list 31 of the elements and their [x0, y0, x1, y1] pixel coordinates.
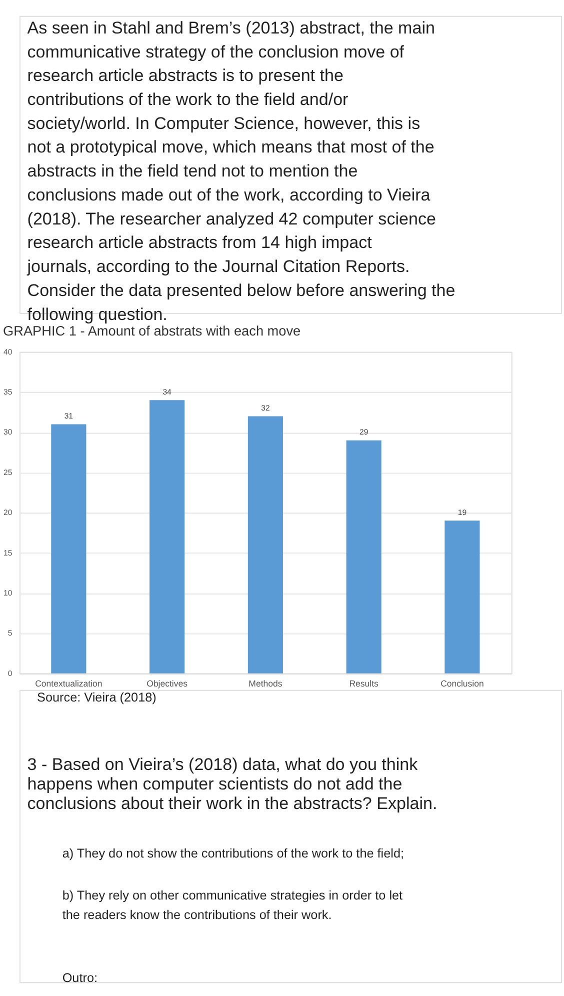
data-label: 29 [359, 427, 368, 436]
source-note: Source: Vieira (2018) [37, 690, 156, 705]
y-tick-label: 40 [4, 347, 13, 356]
bar [444, 520, 480, 674]
data-label: 31 [64, 411, 73, 420]
y-tick-label: 35 [4, 388, 12, 397]
text: b) They rely on other communicative strategies in order to let the readers know the contributions of their work. [62, 888, 404, 922]
data-label: 32 [261, 403, 270, 412]
y-tick-label: 25 [4, 468, 12, 477]
x-tick-label: Conclusion [440, 678, 484, 689]
x-tick-label: Results [349, 678, 380, 689]
text: Outro: [62, 971, 98, 986]
text: a) They do not show the contributions of the work to the field; [62, 846, 404, 860]
data-label: 34 [162, 387, 172, 396]
x-tick-label: Objectives [146, 678, 188, 689]
y-tick-label: 30 [4, 428, 13, 437]
y-tick-label: 0 [8, 668, 13, 678]
y-tick-label: 15 [4, 548, 12, 558]
text: 3 - Based on Vieira’s (2018) data, what do you think happens when computer scientists do not add the conclusions about their work in the abstracts? Explain. [27, 754, 438, 813]
data-label: 19 [458, 508, 467, 517]
y-tick-label: 5 [8, 628, 12, 638]
y-tick-label: 20 [4, 508, 13, 518]
bar [346, 440, 382, 674]
bar [248, 416, 283, 674]
bar [150, 400, 185, 674]
x-tick-label: Contextualization [35, 678, 102, 689]
y-tick-label: 10 [4, 588, 13, 598]
bar [51, 424, 86, 674]
text: As seen in Stahl and Brem’s (2013) abstract, the main communicative strategy of the conclusion move of research article abstracts is to present the contributions of the work to the field and/or society/world. In Computer Science, however, this is not a prototypical move, which means that most of the abstracts in the field tend not to mention the conclusions made out of the work, according to Vieira (2018). The researcher analyzed 42 computer science research article abstracts from 14 high impact journals, according to the Journal Citation Reports. Consider the data presented below before answering the following question. [27, 18, 456, 324]
chart-title: GRAPHIC 1 - Amount of abstrats with each move [3, 323, 301, 338]
x-tick-label: Methods [248, 678, 283, 689]
